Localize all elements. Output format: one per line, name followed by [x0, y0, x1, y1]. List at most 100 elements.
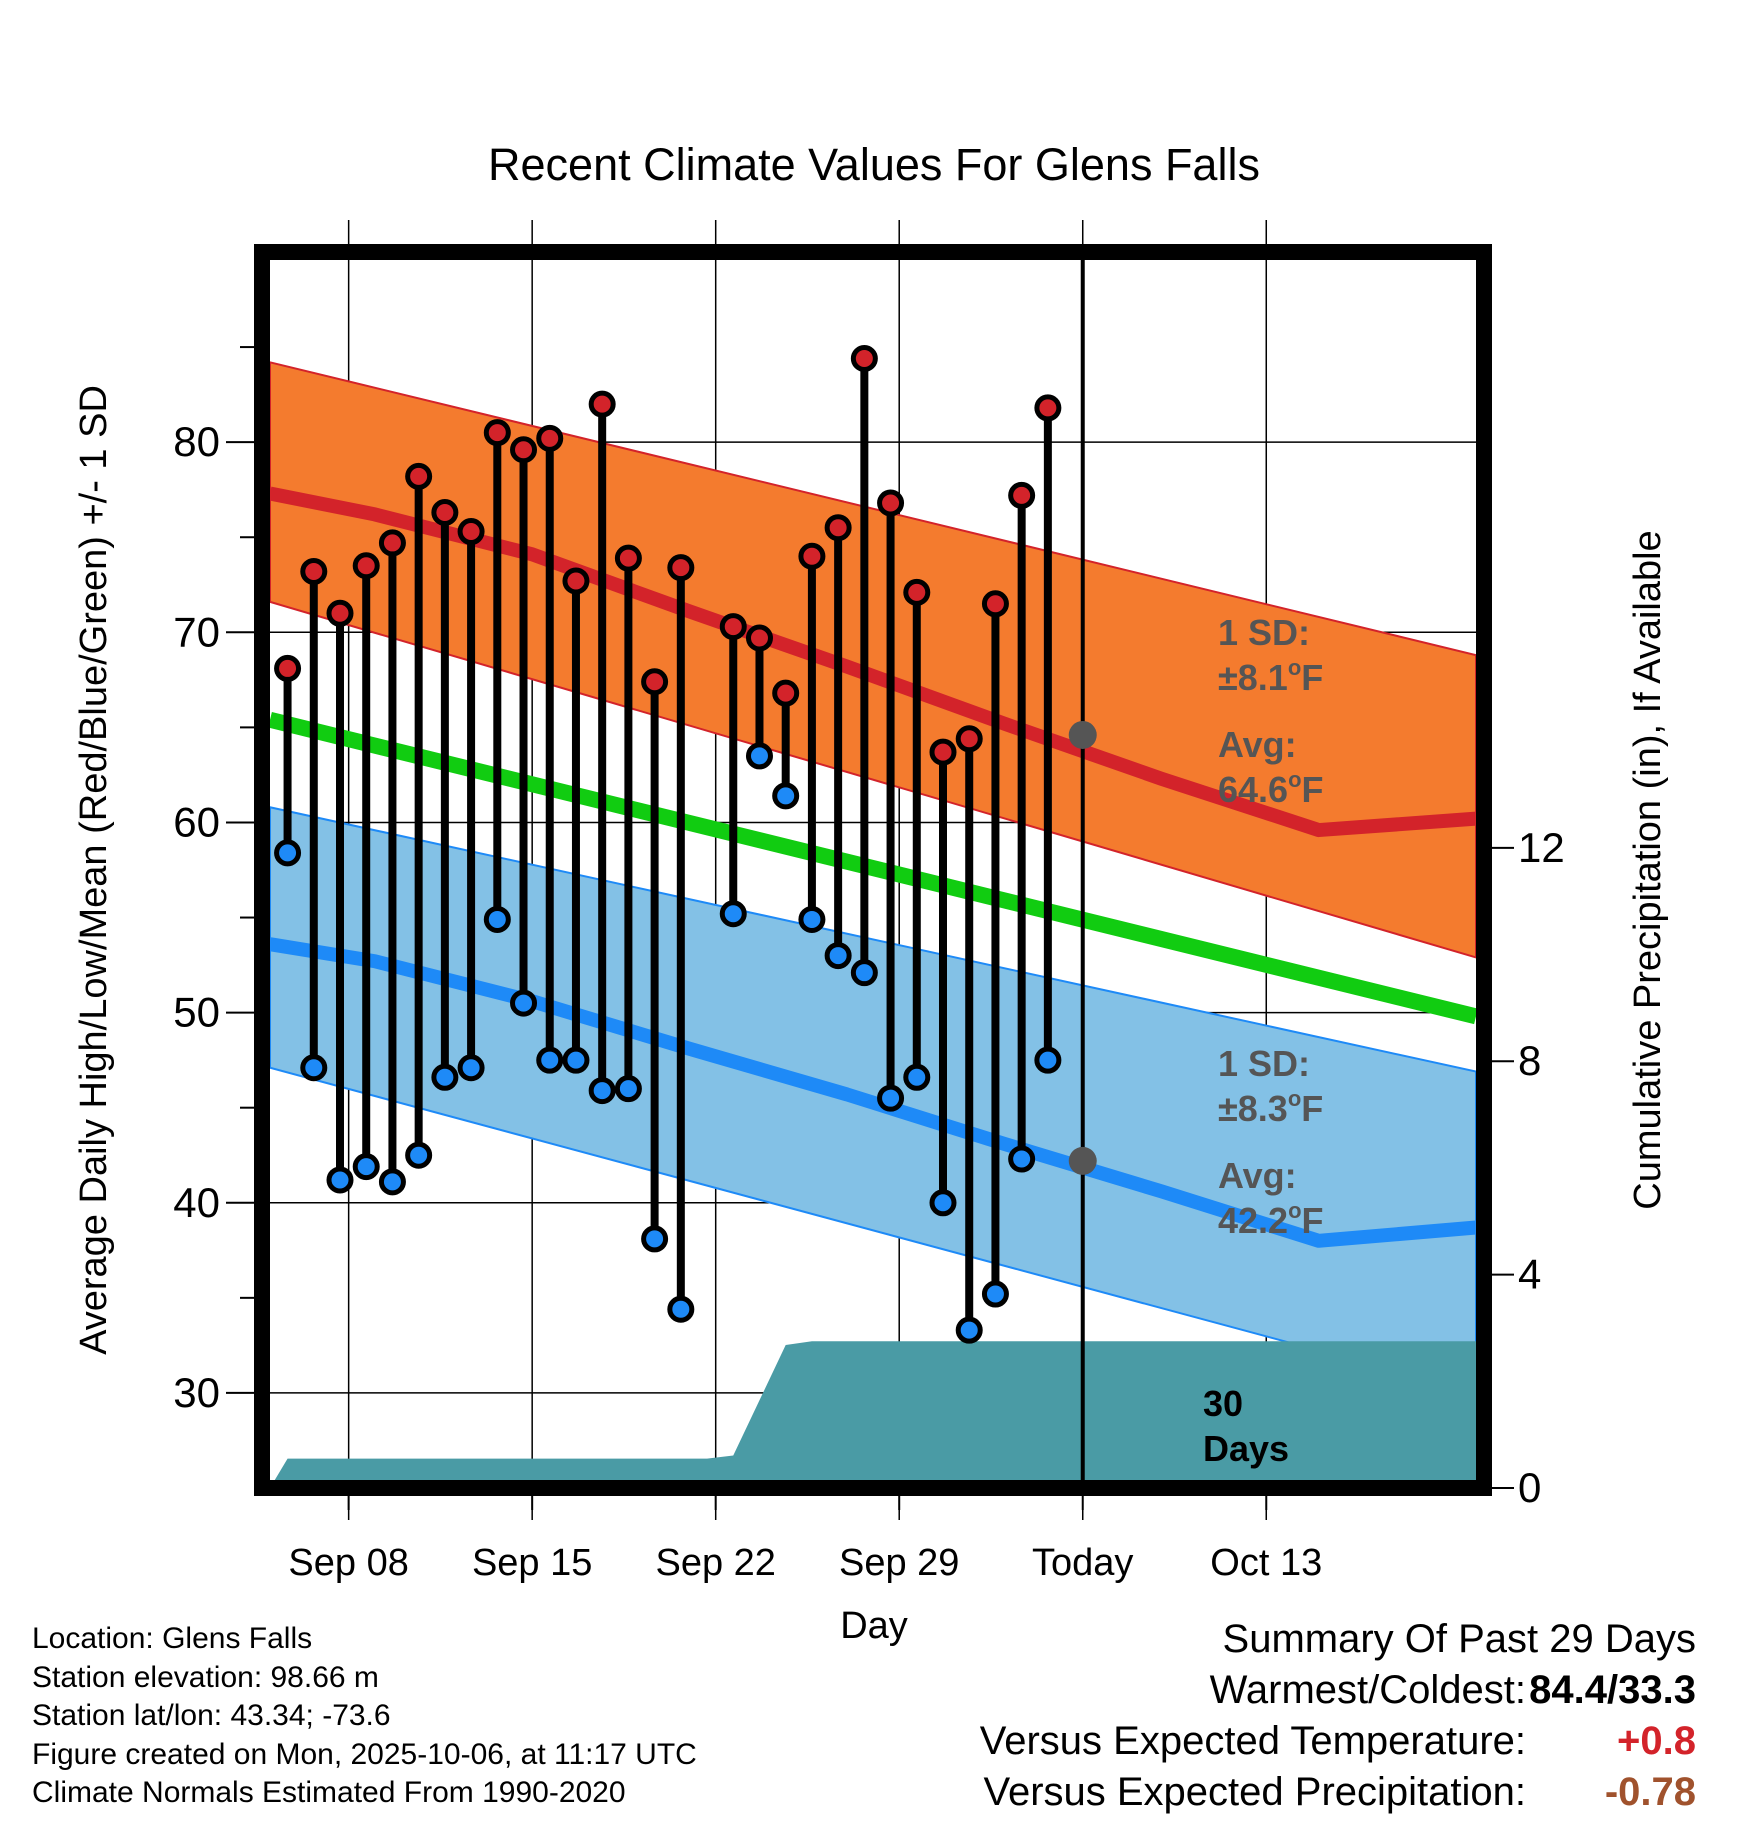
- daily-low-point: [719, 900, 747, 928]
- daily-low-point: [955, 1316, 983, 1344]
- daily-high-point: [352, 552, 380, 580]
- low-annotation: 1 SD: ±8.3oF Avg: 42.2oF: [1218, 1043, 1324, 1241]
- temp-label: Versus Expected Temperature:: [979, 1719, 1526, 1763]
- daily-low-point: [850, 959, 878, 987]
- daily-low-point: [877, 1084, 905, 1112]
- daily-high-point: [562, 567, 590, 595]
- daily-high-point: [483, 419, 511, 447]
- daily-low-point: [798, 905, 826, 933]
- y-tick-label: 70: [173, 608, 220, 655]
- low-sd-label: 1 SD:: [1218, 1043, 1310, 1084]
- y-tick-label: 30: [173, 1369, 220, 1416]
- y-axis-label: Average Daily High/Low/Mean (Red/Blue/Gr…: [73, 385, 115, 1355]
- elevation-text: Station elevation: 98.66 m: [32, 1660, 379, 1694]
- temp-value: +0.8: [1617, 1719, 1696, 1763]
- today-low-avg-marker: [1068, 1146, 1097, 1175]
- x-tick-label: Today: [1032, 1542, 1133, 1584]
- daily-low-point: [903, 1063, 931, 1091]
- daily-low-point: [641, 1225, 669, 1253]
- daily-high-point: [405, 462, 433, 490]
- daily-low-point: [929, 1189, 957, 1217]
- high-sd-value: ±8.1oF: [1218, 655, 1323, 698]
- precip-area-group: [270, 1341, 1476, 1488]
- high-avg-value: 64.6oF: [1218, 767, 1324, 810]
- daily-low-point: [614, 1075, 642, 1103]
- daily-high-point: [431, 499, 459, 527]
- daily-high-point: [745, 624, 773, 652]
- daily-low-point: [1008, 1145, 1036, 1173]
- daily-high-point: [326, 599, 354, 627]
- daily-low-point: [667, 1295, 695, 1323]
- daily-low-point: [405, 1141, 433, 1169]
- precip-value: -0.78: [1604, 1770, 1696, 1814]
- daily-low-point: [457, 1054, 485, 1082]
- daily-high-point: [300, 557, 328, 585]
- daily-low-point: [588, 1077, 616, 1105]
- daily-high-point: [667, 554, 695, 582]
- station-info: Location: Glens Falls Station elevation:…: [32, 1620, 697, 1813]
- daily-low-point: [274, 839, 302, 867]
- daily-low-point: [824, 942, 852, 970]
- daily-low-point: [431, 1063, 459, 1091]
- y2-tick-label: 4: [1518, 1251, 1541, 1298]
- low-avg-label: Avg:: [1218, 1155, 1297, 1196]
- low-avg-value: 42.2oF: [1218, 1198, 1324, 1241]
- x-tick-label: Sep 15: [472, 1542, 592, 1584]
- daily-high-point: [850, 344, 878, 372]
- daily-high-point: [274, 654, 302, 682]
- normals-text: Climate Normals Estimated From 1990-2020: [32, 1776, 626, 1809]
- y-tick-label: 60: [173, 798, 220, 845]
- daily-low-point: [352, 1153, 380, 1181]
- daily-low-point: [981, 1280, 1009, 1308]
- summary-warm-cold: Warmest/Coldest:84.4/33.3: [980, 1665, 1696, 1716]
- plot-frame: [254, 244, 1492, 1496]
- daily-high-point: [378, 529, 406, 557]
- days-count: 30: [1203, 1383, 1243, 1424]
- daily-low-point: [536, 1046, 564, 1074]
- daily-low-point: [378, 1168, 406, 1196]
- daily-high-point: [772, 679, 800, 707]
- days-word: Days: [1203, 1428, 1289, 1469]
- summary-precip: Versus Expected Precipitation: -0.78: [980, 1767, 1696, 1818]
- daily-low-point: [483, 905, 511, 933]
- y2-tick-label: 0: [1518, 1464, 1541, 1511]
- days-annotation: 30 Days: [1203, 1383, 1289, 1469]
- y-tick-label: 40: [173, 1179, 220, 1226]
- daily-low-point: [1034, 1046, 1062, 1074]
- daily-high-point: [903, 578, 931, 606]
- summary-title: Summary Of Past 29 Days: [1222, 1617, 1696, 1661]
- precip-label: Versus Expected Precipitation:: [983, 1770, 1526, 1814]
- y-tick-label: 80: [173, 418, 220, 465]
- daily-values: [274, 344, 1062, 1344]
- x-tick-label: Sep 22: [655, 1542, 775, 1584]
- today-high-avg-marker: [1068, 720, 1097, 749]
- daily-high-point: [510, 436, 538, 464]
- daily-high-point: [457, 518, 485, 546]
- x-tick-label: Sep 29: [839, 1542, 959, 1584]
- daily-high-point: [929, 738, 957, 766]
- daily-low-point: [326, 1166, 354, 1194]
- x-tick-label: Oct 13: [1210, 1542, 1322, 1584]
- daily-high-point: [877, 489, 905, 517]
- normal-high-line: [268, 486, 1477, 838]
- chart-title: Recent Climate Values For Glens Falls: [488, 139, 1260, 190]
- daily-high-point: [824, 514, 852, 542]
- location-text: Location: Glens Falls: [32, 1622, 313, 1655]
- summary-temp: Versus Expected Temperature: +0.8: [980, 1716, 1696, 1767]
- daily-low-point: [745, 742, 773, 770]
- low-sd-value: ±8.3oF: [1218, 1086, 1323, 1129]
- latlon-text: Station lat/lon: 43.34; -73.6: [32, 1699, 391, 1732]
- warm-cold-label: Warmest/Coldest:: [1209, 1668, 1526, 1712]
- y2-tick-label: 12: [1518, 824, 1565, 871]
- high-sd-label: 1 SD:: [1218, 612, 1310, 653]
- axes: 30 40 50 60 70 80 0 4 8 12 Sep 08 Sep 15 Sep 22 Sep 2…: [173, 346, 1565, 1584]
- daily-high-point: [588, 390, 616, 418]
- daily-high-point: [798, 542, 826, 570]
- summary-panel: Summary Of Past 29 Days Warmest/Coldest:…: [980, 1614, 1696, 1818]
- daily-high-point: [1008, 481, 1036, 509]
- daily-high-point: [955, 725, 983, 753]
- y-tick-label: 50: [173, 989, 220, 1036]
- warm-cold-value: 84.4/33.3: [1529, 1668, 1696, 1712]
- daily-high-point: [719, 613, 747, 641]
